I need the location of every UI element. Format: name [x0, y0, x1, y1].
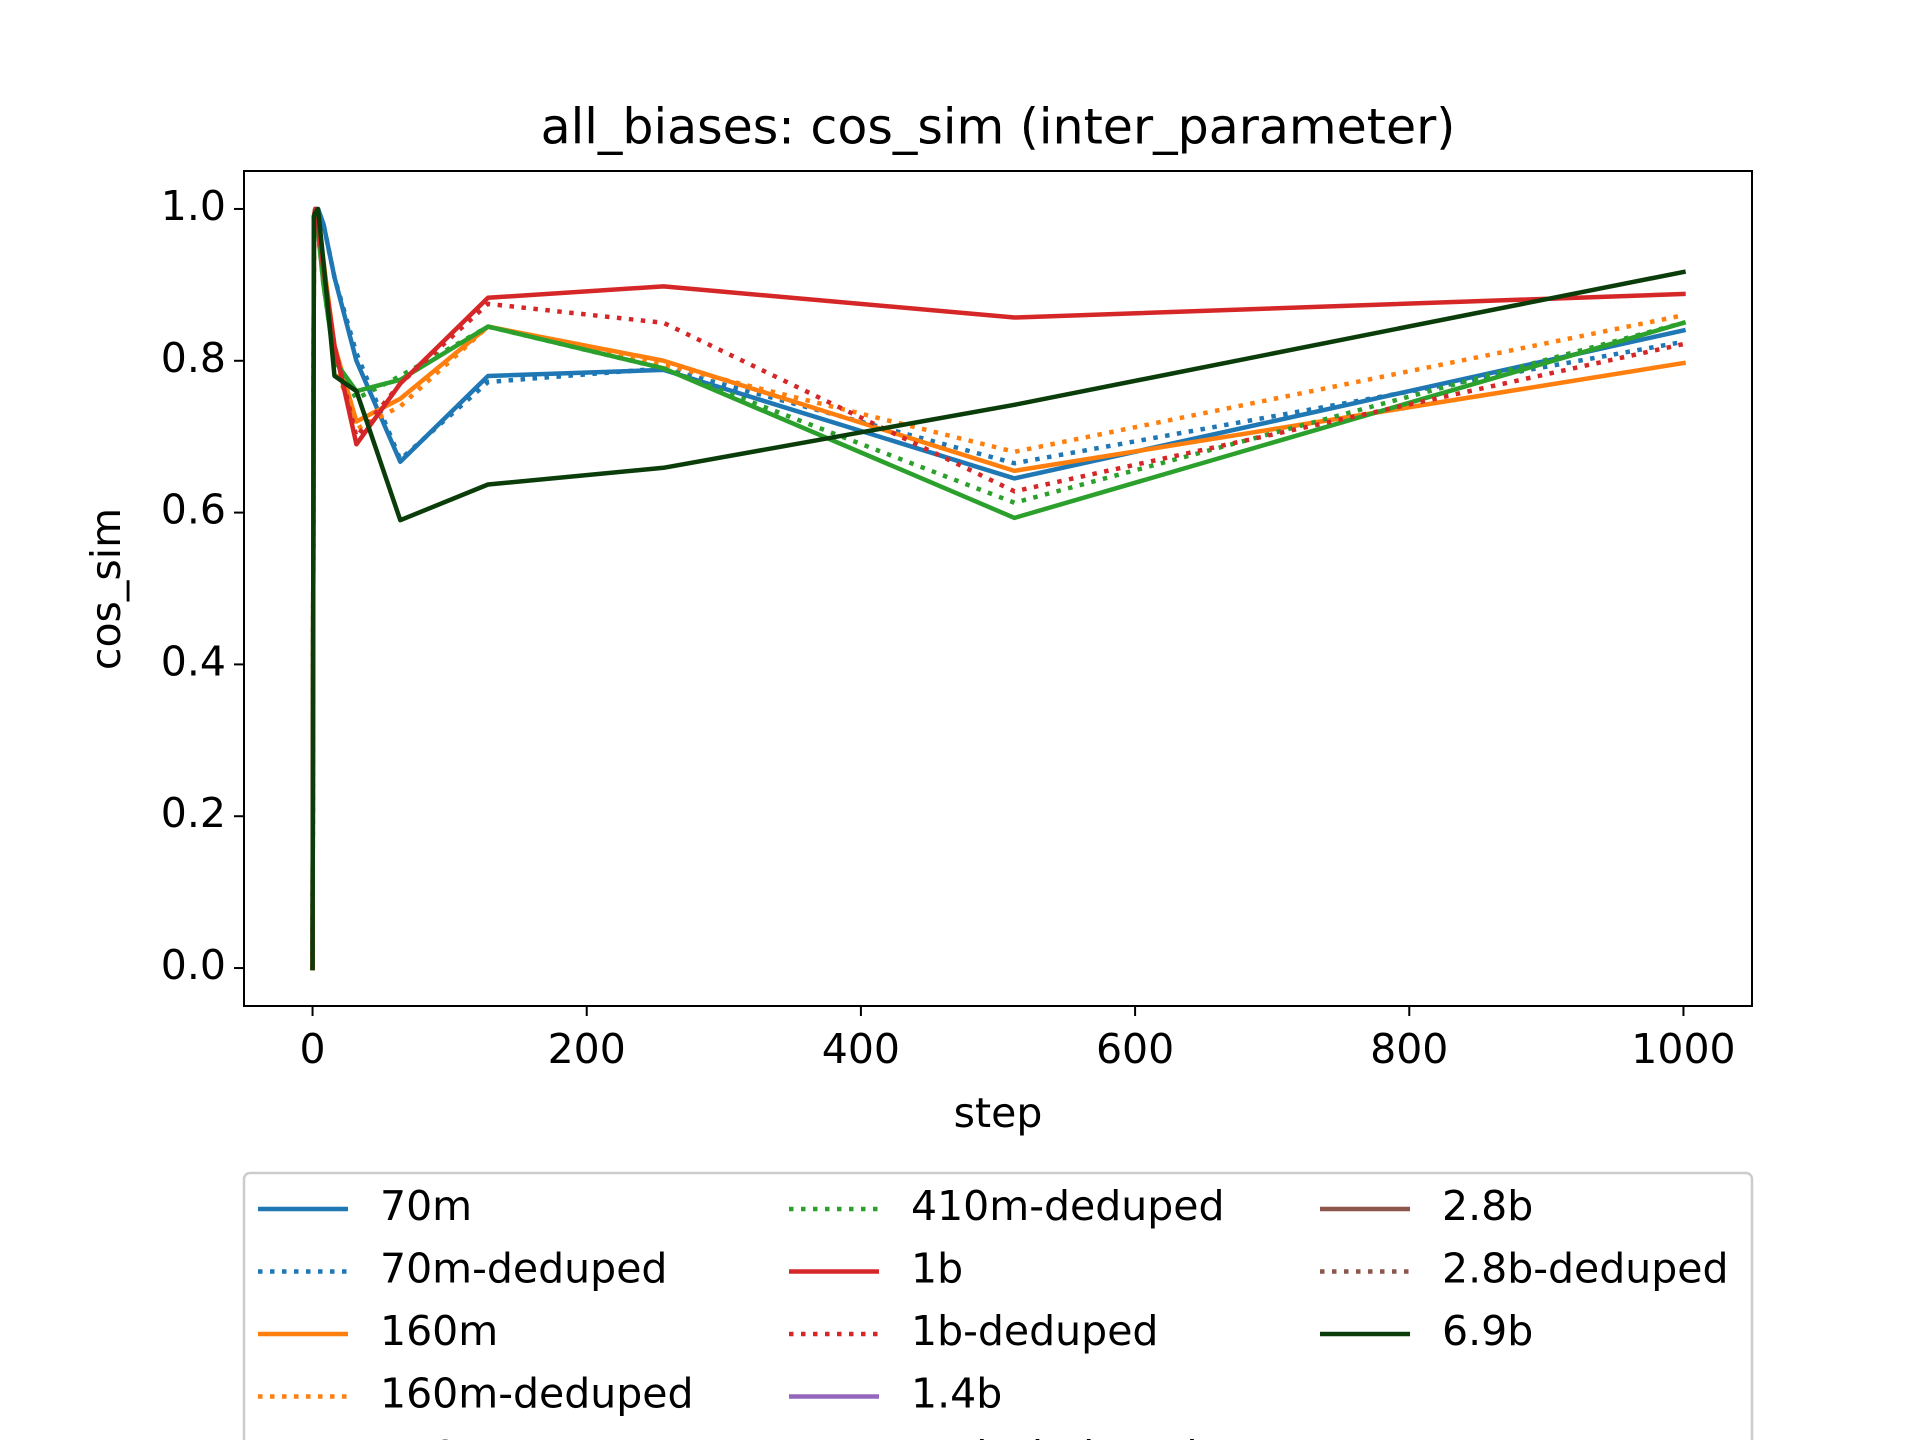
legend-label: 410m-deduped: [911, 1182, 1225, 1230]
y-tick-label: 0.4: [161, 637, 226, 685]
legend-label: 2.8b: [1442, 1182, 1533, 1230]
series-line: [310, 206, 1684, 969]
legend-box: [242, 1171, 1754, 1440]
series-line: [310, 214, 1685, 969]
legend-label: 1b: [911, 1245, 963, 1293]
legend-label: 6.9b: [1442, 1307, 1533, 1355]
series-line: [310, 206, 1687, 971]
x-tick-label: 200: [548, 1025, 626, 1073]
x-axis-label: step: [954, 1089, 1043, 1137]
legend-label: 2.8b-deduped: [1442, 1245, 1729, 1293]
series-line: [310, 214, 1684, 969]
legend-label: 70m-deduped: [380, 1245, 667, 1293]
legend-label: 1.4b-deduped: [911, 1432, 1198, 1440]
chart-title: all_biases: cos_sim (inter_parameter): [541, 99, 1456, 156]
legend-label: 1b-deduped: [911, 1307, 1158, 1355]
series-line: [310, 206, 1687, 971]
y-tick-label: 0.6: [161, 486, 226, 534]
legend-label: 160m: [380, 1307, 498, 1355]
legend-label: 70m: [380, 1182, 472, 1230]
legend-label: 410m: [380, 1432, 498, 1440]
series-line: [310, 206, 1687, 971]
y-tick-label: 1.0: [161, 182, 226, 230]
x-tick-label: 1000: [1631, 1025, 1735, 1073]
legend-label: 160m-deduped: [380, 1370, 694, 1418]
x-tick-label: 800: [1370, 1025, 1448, 1073]
series-line: [310, 206, 1686, 971]
x-tick-label: 400: [822, 1025, 900, 1073]
y-axis-label: cos_sim: [82, 508, 130, 670]
plot-frame: [243, 170, 1753, 1007]
series-line: [310, 206, 1684, 969]
y-tick-label: 0.8: [161, 334, 226, 382]
y-tick-label: 0.2: [161, 789, 226, 837]
y-tick-label: 0.0: [161, 941, 226, 989]
legend-label: 1.4b: [911, 1370, 1002, 1418]
series-line: [310, 206, 1687, 971]
x-tick-label: 600: [1096, 1025, 1174, 1073]
x-tick-label: 0: [299, 1025, 325, 1073]
